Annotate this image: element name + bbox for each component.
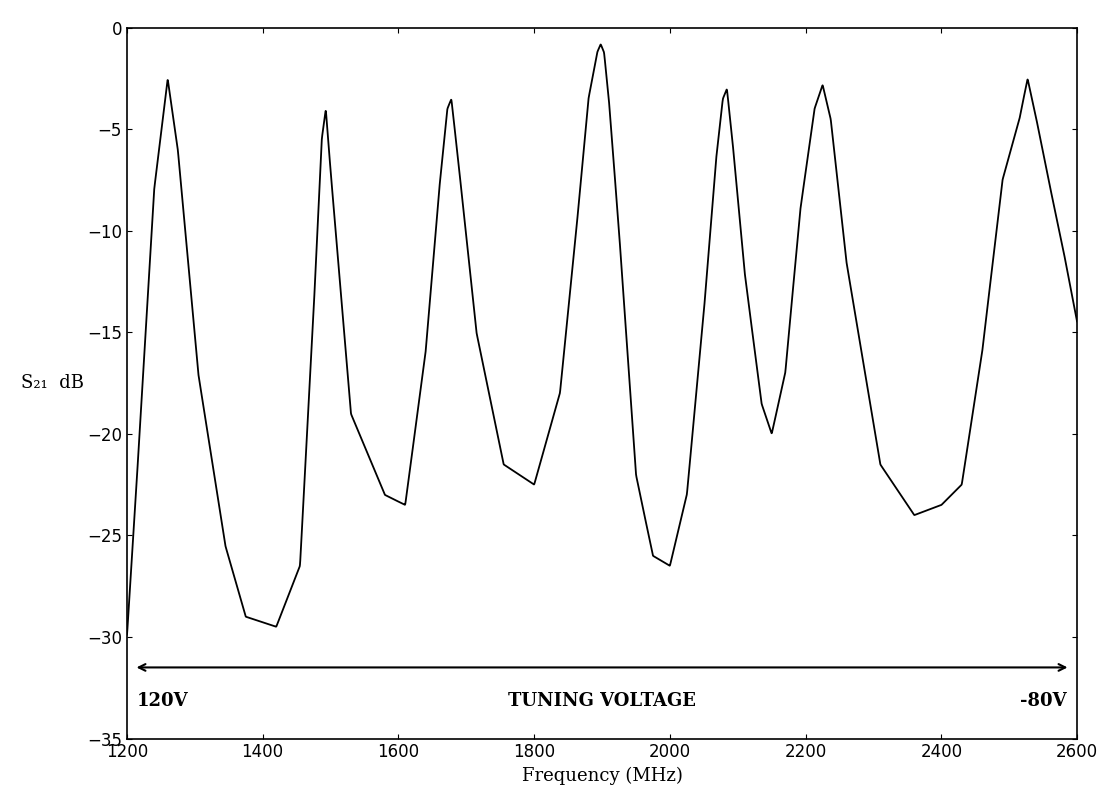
Text: -80V: -80V: [1021, 692, 1066, 710]
Text: TUNING VOLTAGE: TUNING VOLTAGE: [508, 692, 696, 710]
X-axis label: Frequency (MHz): Frequency (MHz): [521, 767, 683, 785]
Y-axis label: S₂₁  dB: S₂₁ dB: [21, 374, 84, 393]
Text: 120V: 120V: [138, 692, 189, 710]
